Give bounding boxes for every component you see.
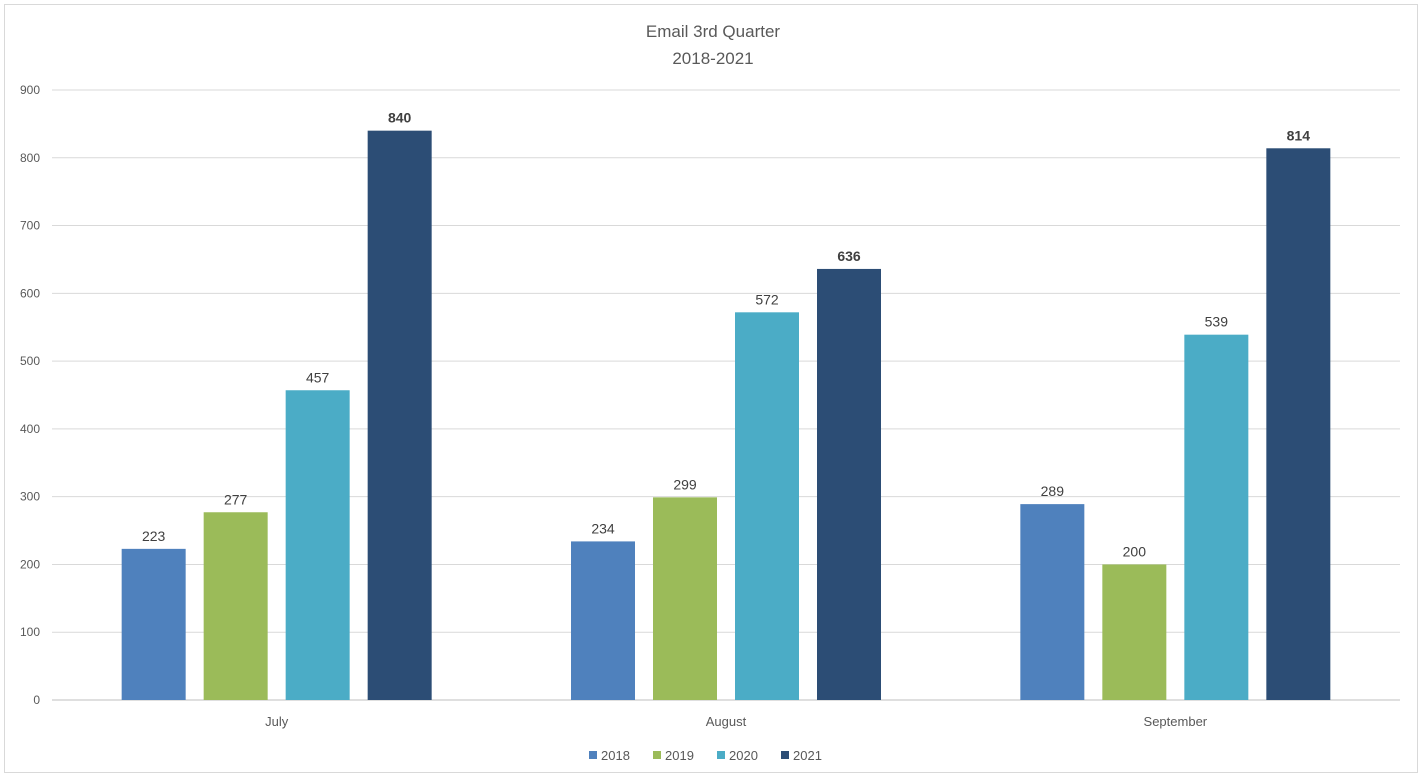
bar-2020-september — [1184, 334, 1249, 700]
legend-label: 2020 — [729, 748, 758, 763]
data-label: 299 — [673, 476, 697, 492]
data-label: 234 — [591, 520, 615, 536]
data-label: 277 — [224, 491, 248, 507]
data-label: 457 — [306, 369, 330, 385]
data-label: 636 — [837, 248, 861, 264]
x-category-label: September — [1144, 714, 1208, 729]
bar-2018-september — [1020, 504, 1085, 700]
y-tick-label: 300 — [20, 490, 40, 504]
legend-swatch — [781, 751, 789, 759]
x-category-label: July — [265, 714, 289, 729]
y-tick-label: 200 — [20, 557, 40, 571]
legend-swatch — [589, 751, 597, 759]
legend-swatch — [653, 751, 661, 759]
data-label: 289 — [1041, 483, 1065, 499]
y-tick-label: 500 — [20, 354, 40, 368]
bar-2021-july — [367, 130, 432, 700]
bar-2020-august — [735, 312, 799, 700]
gridlines — [52, 89, 1400, 701]
bar-2021-august — [817, 268, 881, 700]
y-tick-label: 0 — [33, 693, 40, 707]
y-tick-label: 700 — [20, 219, 40, 233]
bar-2019-september — [1102, 564, 1167, 700]
bar-2020-july — [285, 390, 350, 700]
bar-2018-august — [571, 541, 635, 700]
y-tick-label: 800 — [20, 151, 40, 165]
y-tick-label: 600 — [20, 286, 40, 300]
x-axis: July August September — [265, 714, 1208, 729]
legend-swatch — [717, 751, 725, 759]
data-label: 572 — [755, 291, 779, 307]
data-label: 200 — [1123, 543, 1147, 559]
y-tick-label: 900 — [20, 83, 40, 97]
y-axis: 0 100 200 300 400 500 600 700 800 900 — [20, 83, 40, 707]
y-tick-label: 100 — [20, 625, 40, 639]
bar-2019-july — [203, 512, 268, 700]
y-tick-label: 400 — [20, 422, 40, 436]
data-labels: 223 277 457 840 234 299 572 636 289 200 539 814 — [142, 110, 1310, 560]
legend: 2018 2019 2020 2021 — [589, 748, 822, 763]
data-label: 539 — [1205, 314, 1229, 330]
chart-title: Email 3rd Quarter — [646, 22, 780, 41]
bars — [121, 130, 1331, 701]
data-label: 223 — [142, 528, 166, 544]
chart-subtitle: 2018-2021 — [672, 49, 753, 68]
data-label: 814 — [1287, 127, 1311, 143]
bar-2018-july — [121, 548, 186, 700]
data-label: 840 — [388, 110, 412, 126]
legend-label: 2018 — [601, 748, 630, 763]
legend-label: 2021 — [793, 748, 822, 763]
bar-2019-august — [653, 497, 717, 700]
legend-label: 2019 — [665, 748, 694, 763]
bar-2021-september — [1266, 148, 1331, 701]
x-category-label: August — [706, 714, 747, 729]
